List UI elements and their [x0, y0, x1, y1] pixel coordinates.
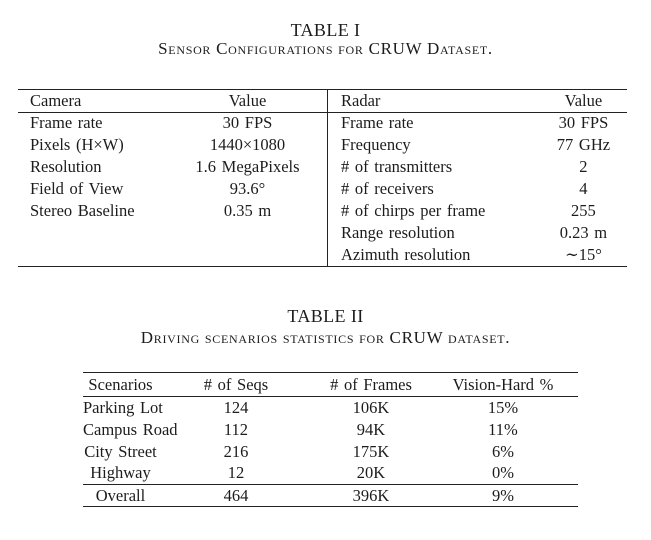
- seqs-column-header: # of Seqs: [158, 372, 314, 397]
- radar-param: # of transmitters: [341, 157, 453, 176]
- radar-param: # of receivers: [341, 179, 434, 198]
- table2-driving-scenarios: Scenarios # of Seqs # of Frames Vision-H…: [83, 372, 578, 507]
- radar-column-header: Radar: [327, 90, 540, 113]
- table-row: Pixels (H×W) 1440×1080: [18, 134, 327, 156]
- seqs-value: 124: [223, 397, 249, 417]
- table-row-overall: Overall 464 396K 9%: [83, 484, 578, 507]
- table-row: Frame rate 30 FPS: [328, 112, 628, 134]
- table1-sensor-configurations: Camera Value Frame rate 30 FPS Pixels (H…: [18, 89, 627, 267]
- table2-title: TABLE II: [287, 306, 364, 326]
- camera-param: Resolution: [30, 157, 102, 176]
- table-row: City Street 216 175K 6%: [83, 441, 578, 463]
- camera-value: [168, 244, 327, 266]
- frames-value: 396K: [314, 484, 428, 507]
- table-row: # of chirps per frame 255: [328, 200, 628, 222]
- camera-param: Pixels (H×W): [30, 135, 124, 154]
- table-row-empty: [18, 222, 327, 244]
- camera-param: [18, 244, 168, 266]
- scenarios-column-header: Scenarios: [83, 372, 158, 397]
- scenario-name: Highway: [90, 463, 151, 483]
- camera-value: 1.6 MegaPixels: [195, 157, 300, 176]
- radar-param: Range resolution: [341, 223, 455, 242]
- radar-value: 4: [579, 179, 588, 198]
- table-row: Field of View 93.6°: [18, 178, 327, 200]
- radar-param: Frame rate: [341, 113, 414, 133]
- radar-value: 0.23 m: [559, 223, 608, 242]
- table-row: Frame rate 30 FPS: [18, 112, 327, 134]
- radar-value: 77 GHz: [556, 135, 611, 154]
- table-row: Frequency 77 GHz: [328, 134, 628, 156]
- radar-value: 2: [579, 157, 588, 176]
- vision-hard-column-header: Vision-Hard %: [428, 372, 578, 397]
- table1-radar-header-row: Radar Value: [327, 90, 627, 113]
- camera-value: [168, 222, 327, 244]
- radar-value: 255: [571, 201, 596, 220]
- seqs-value: 216: [223, 441, 249, 461]
- camera-value: 93.6°: [229, 179, 266, 198]
- table-row: Range resolution 0.23 m: [328, 222, 628, 244]
- table-row: Resolution 1.6 MegaPixels: [18, 156, 327, 178]
- table2-caption: Driving scenarios statistics for CRUW da…: [140, 328, 511, 347]
- scenario-name: Overall: [83, 484, 158, 507]
- scenario-name: City Street: [84, 441, 157, 461]
- scenario-name: Parking Lot: [83, 397, 163, 417]
- table1-camera-section: Camera Value Frame rate 30 FPS Pixels (H…: [18, 90, 327, 266]
- camera-value-column-header: Value: [168, 90, 327, 113]
- camera-param: Field of View: [30, 179, 124, 198]
- table-row: # of transmitters 2: [328, 156, 628, 178]
- vision-hard-value: 9%: [428, 484, 578, 507]
- frames-value: 175K: [352, 441, 390, 461]
- camera-column-header: Camera: [18, 90, 168, 113]
- radar-value-column-header: Value: [539, 90, 627, 113]
- table-row: Parking Lot 124 106K 15%: [83, 397, 578, 419]
- camera-value: 1440×1080: [209, 135, 286, 154]
- table-row: # of receivers 4: [328, 178, 628, 200]
- camera-param: [18, 222, 168, 244]
- vision-hard-value: 15%: [487, 397, 519, 417]
- camera-value: 30 FPS: [222, 113, 273, 133]
- radar-param: Frequency: [341, 135, 411, 154]
- table1-camera-header-row: Camera Value: [18, 90, 327, 113]
- table1-caption: Sensor Configurations for CRUW Dataset.: [158, 39, 493, 58]
- camera-value: 0.35 m: [223, 201, 272, 220]
- vision-hard-value: 11%: [488, 419, 518, 439]
- camera-param: Stereo Baseline: [30, 201, 135, 220]
- seqs-value: 464: [158, 484, 314, 507]
- radar-param: # of chirps per frame: [341, 201, 486, 220]
- vision-hard-value: 6%: [492, 441, 514, 461]
- frames-value: 106K: [352, 397, 390, 417]
- table-row: Azimuth resolution ∼15°: [328, 244, 628, 266]
- frames-value: 20K: [356, 463, 386, 483]
- radar-value: 30 FPS: [558, 113, 609, 133]
- table2-header-row: Scenarios # of Seqs # of Frames Vision-H…: [83, 372, 578, 397]
- table1-radar-section: Radar Value Frame rate 30 FPS Frequency …: [327, 90, 627, 266]
- seqs-value: 112: [223, 419, 249, 439]
- table-row: Stereo Baseline 0.35 m: [18, 200, 327, 222]
- table-row-empty: [18, 244, 327, 266]
- radar-value: ∼15°: [564, 245, 602, 264]
- seqs-value: 12: [227, 463, 245, 483]
- frames-column-header: # of Frames: [314, 372, 428, 397]
- radar-param: Azimuth resolution: [341, 245, 471, 264]
- table1-title: TABLE I: [290, 20, 361, 40]
- camera-param: Frame rate: [30, 113, 103, 133]
- vision-hard-value: 0%: [492, 463, 514, 483]
- table-row: Highway 12 20K 0%: [83, 463, 578, 485]
- frames-value: 94K: [356, 419, 386, 439]
- table-row: Campus Road 112 94K 11%: [83, 419, 578, 441]
- scenario-name: Campus Road: [83, 419, 178, 439]
